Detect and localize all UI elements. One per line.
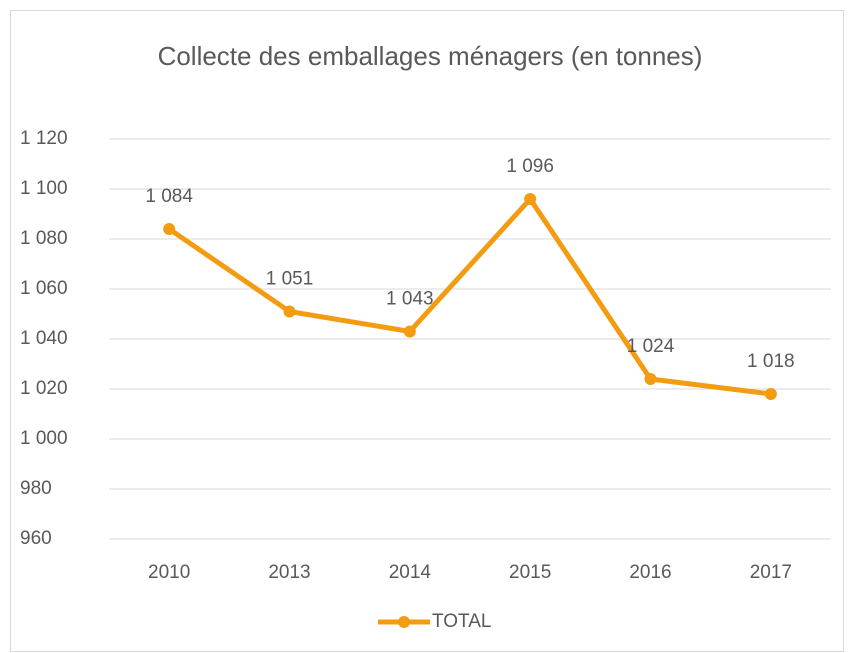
- data-label: 1 043: [386, 289, 434, 310]
- data-label: 1 096: [506, 156, 554, 177]
- y-tick-label: 1 100: [20, 178, 68, 199]
- legend-label: TOTAL: [432, 611, 491, 632]
- data-point: [644, 373, 657, 385]
- x-tick-label: 2016: [629, 562, 671, 583]
- chart-title: Collecte des emballages ménagers (en ton…: [157, 41, 703, 71]
- x-tick-label: 2010: [148, 562, 190, 583]
- data-point: [283, 305, 296, 318]
- y-tick-label: 1 020: [20, 378, 68, 399]
- x-tick-label: 2017: [750, 562, 792, 583]
- data-point: [524, 193, 537, 205]
- x-tick-label: 2014: [389, 562, 432, 583]
- x-tick-label: 2015: [509, 562, 551, 583]
- y-tick-label: 1 040: [20, 328, 68, 349]
- y-tick-label: 1 120: [20, 128, 68, 149]
- y-tick-label: 980: [20, 478, 52, 499]
- y-tick-label: 1 000: [20, 428, 68, 449]
- data-point: [163, 223, 176, 235]
- line-series: [167, 196, 772, 397]
- x-tick-label: 2013: [268, 562, 310, 583]
- y-tick-label: 1 060: [20, 278, 68, 299]
- data-label: 1 051: [266, 269, 314, 290]
- data-point: [764, 388, 777, 400]
- y-tick-label: 960: [20, 528, 52, 549]
- legend-marker: [398, 616, 410, 628]
- data-label: 1 084: [145, 186, 193, 207]
- y-tick-label: 1 080: [20, 228, 68, 249]
- data-point: [403, 325, 416, 338]
- data-label: 1 024: [627, 336, 675, 357]
- data-label: 1 018: [747, 351, 795, 372]
- chart-frame: [10, 10, 844, 652]
